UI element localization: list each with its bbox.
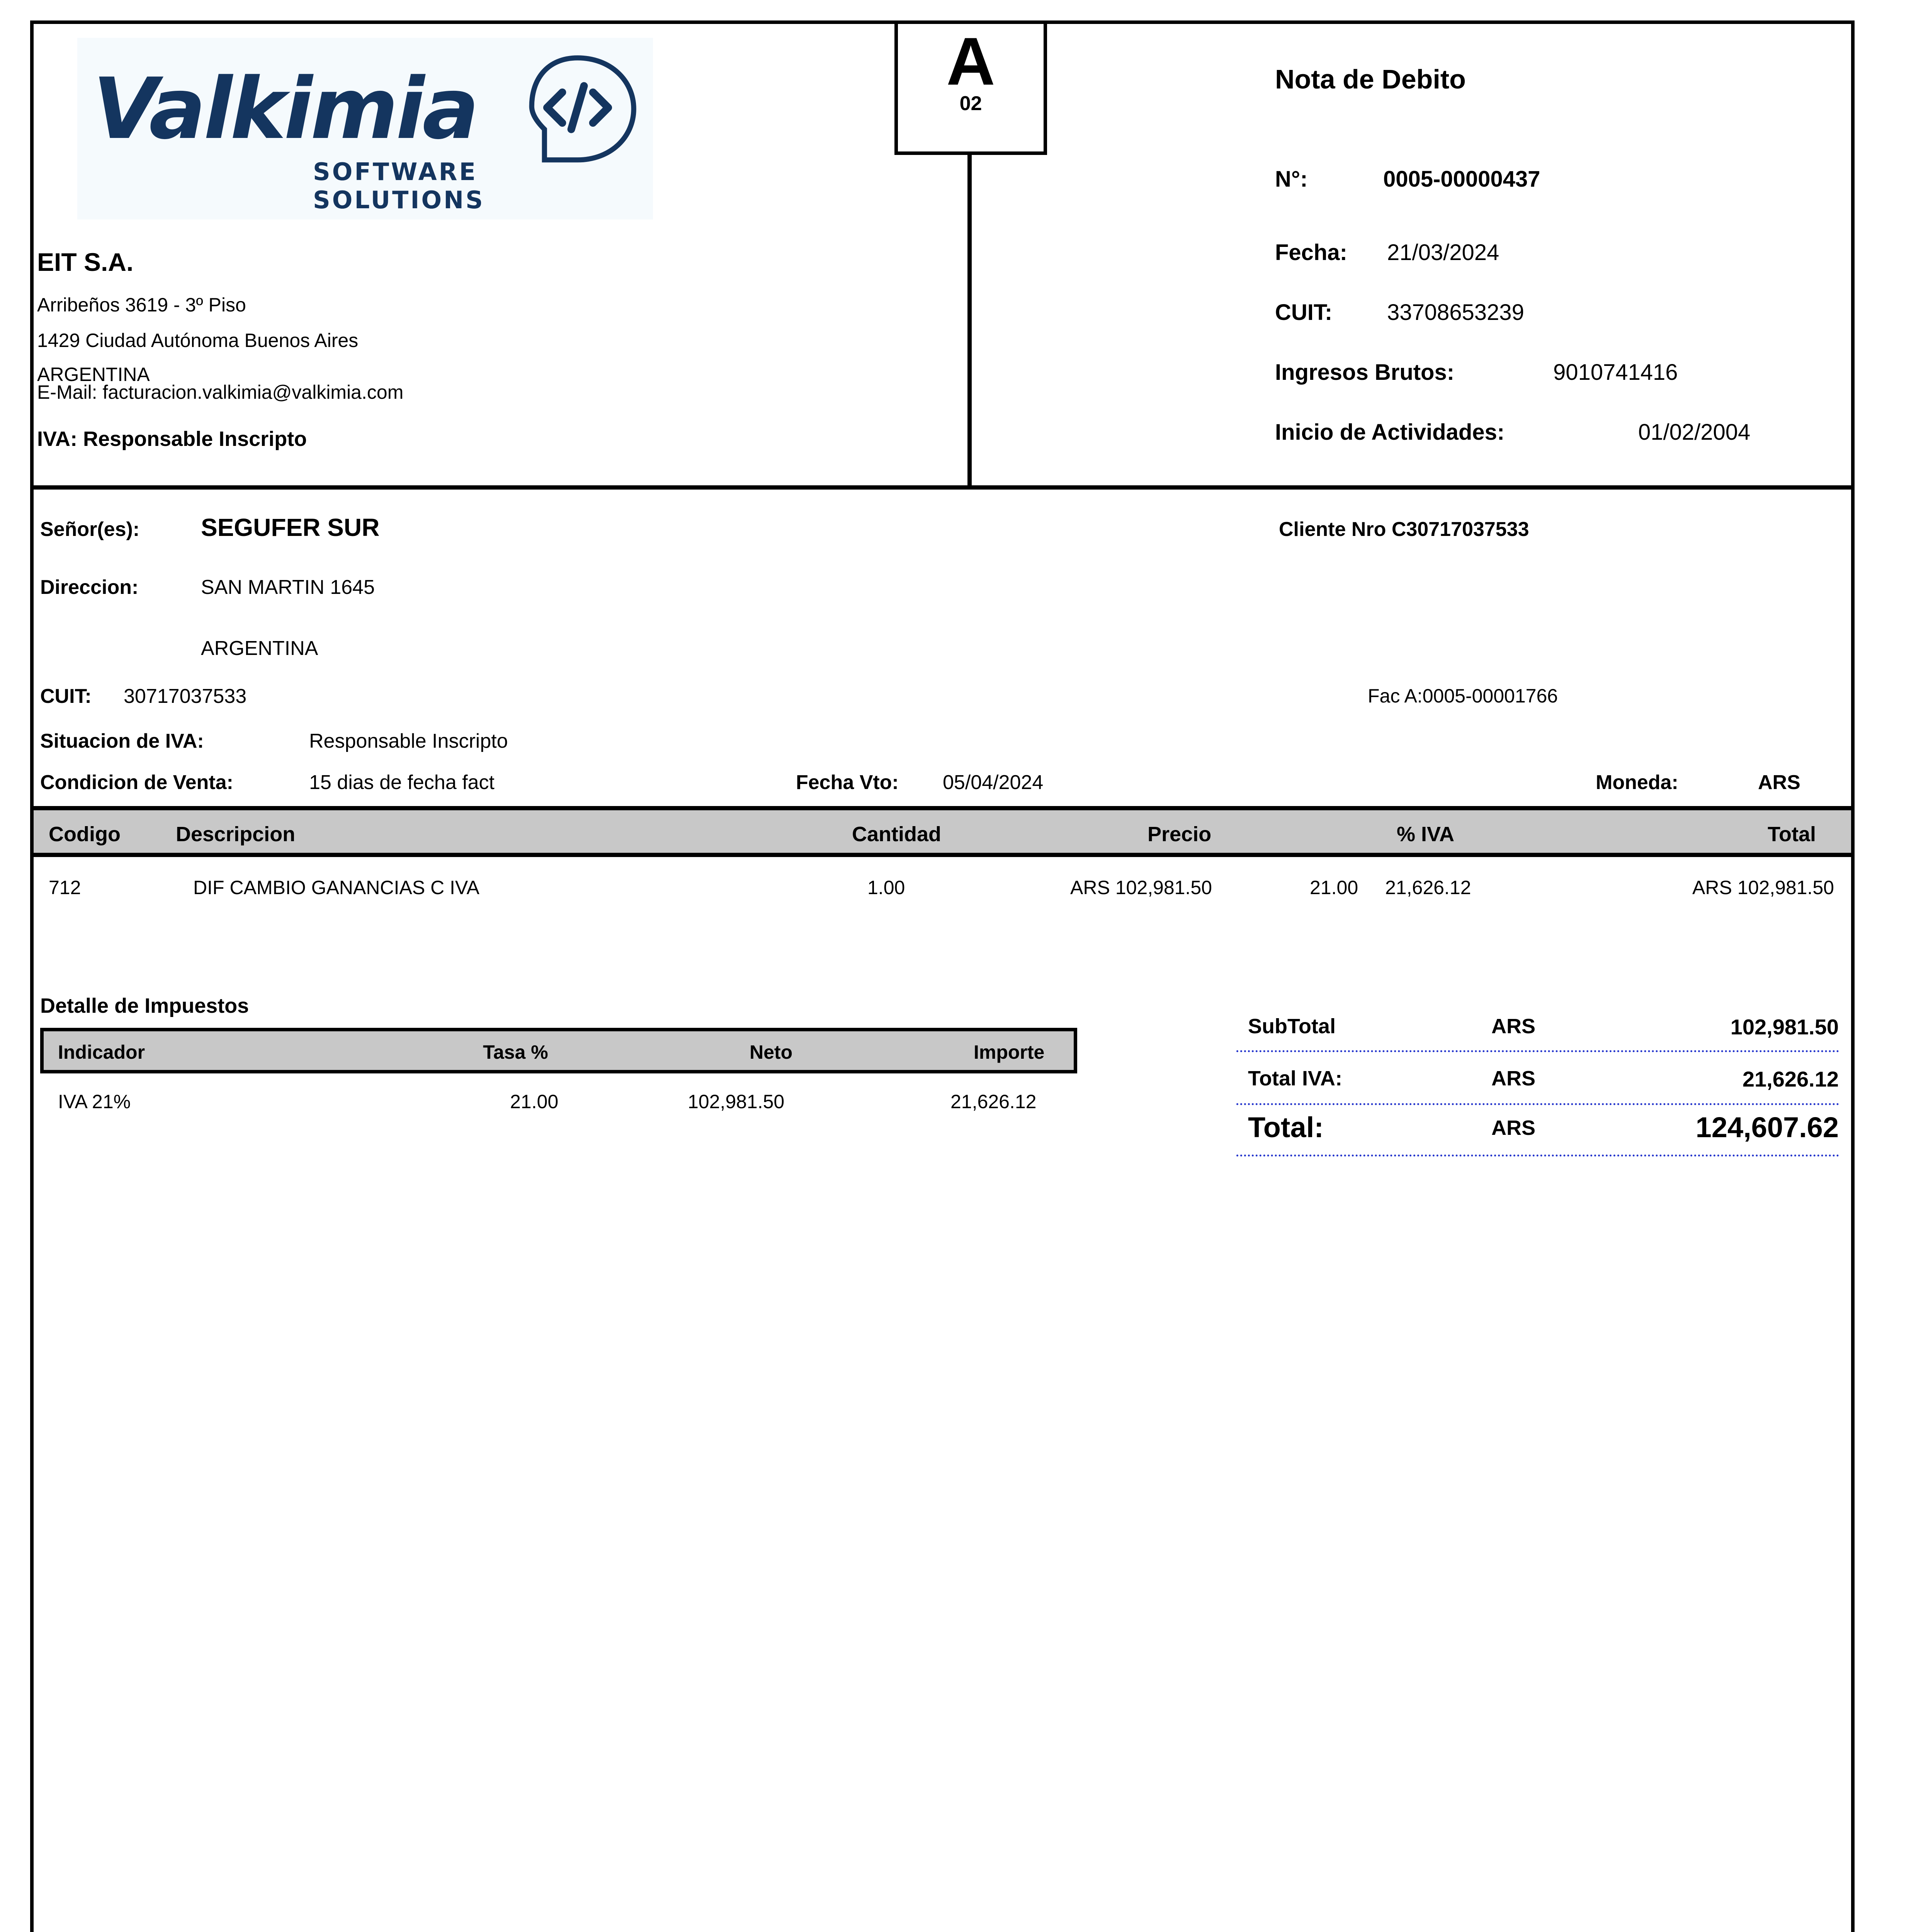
numero-value: 0005-00000437 [1383, 167, 1540, 192]
situacion-iva-value: Responsable Inscripto [309, 730, 508, 752]
items-table-header [34, 806, 1851, 857]
cell-iva-amount: 21,626.12 [1385, 877, 1471, 898]
issuer-name: EIT S.A. [37, 248, 134, 276]
document-kind-letter: A [946, 24, 995, 99]
issuer-country: ARGENTINA [37, 364, 150, 385]
cell-indicador: IVA 21% [58, 1091, 131, 1112]
cell-iva-pct: 21.00 [1310, 877, 1358, 898]
fecha-label: Fecha: [1275, 240, 1347, 265]
condicion-venta-label: Condicion de Venta: [40, 771, 233, 794]
cell-tasa: 21.00 [510, 1091, 559, 1112]
totals-divider-2 [1236, 1103, 1839, 1105]
subtotal-label: SubTotal [1248, 1015, 1336, 1038]
cell-precio: ARS 102,981.50 [1070, 877, 1212, 898]
col-descripcion: Descripcion [176, 823, 296, 846]
col-precio: Precio [1148, 823, 1212, 846]
issuer-city: 1429 Ciudad Autónoma Buenos Aires [37, 330, 359, 351]
document-title: Nota de Debito [1275, 64, 1466, 94]
logo-wordmark: Valkimia [93, 60, 479, 158]
tax-detail-title: Detalle de Impuestos [40, 994, 249, 1017]
total-iva-label: Total IVA: [1248, 1067, 1342, 1090]
cell-descripcion: DIF CAMBIO GANANCIAS C IVA [193, 877, 479, 898]
numero-label: N°: [1275, 167, 1308, 192]
customer-cuit-label: CUIT: [40, 685, 92, 707]
total-iva-currency: ARS [1491, 1067, 1536, 1090]
tax-detail-header [40, 1028, 1077, 1073]
customer-country: ARGENTINA [201, 637, 318, 660]
cell-importe: 21,626.12 [950, 1091, 1037, 1112]
fecha-vto-label: Fecha Vto: [796, 771, 899, 794]
col-importe: Importe [974, 1041, 1045, 1063]
cliente-nro: Cliente Nro C30717037533 [1279, 518, 1529, 541]
customer-address: SAN MARTIN 1645 [201, 576, 375, 599]
document-kind-box: A 02 [894, 20, 1047, 155]
fecha-vto-value: 05/04/2024 [943, 771, 1044, 794]
totals-divider-3 [1236, 1155, 1839, 1156]
header-section-divider [34, 485, 1851, 490]
cuit-value: 33708653239 [1387, 300, 1524, 325]
col-neto: Neto [750, 1041, 793, 1063]
company-logo: Valkimia SOFTWARE SOLUTIONS [77, 38, 653, 219]
total-currency: ARS [1491, 1116, 1536, 1139]
total-amount: 124,607.62 [1695, 1111, 1839, 1143]
cuit-label: CUIT: [1275, 300, 1333, 325]
condicion-venta-value: 15 dias de fecha fact [309, 771, 495, 794]
issuer-email: E-Mail: facturacion.valkimia@valkimia.co… [37, 381, 404, 403]
col-tasa: Tasa % [483, 1041, 548, 1063]
situacion-iva-label: Situacion de IVA: [40, 730, 204, 752]
factura-reference: Fac A:0005-00001766 [1368, 685, 1558, 707]
cell-codigo: 712 [49, 877, 81, 898]
header-vertical-divider [967, 155, 972, 485]
cell-total: ARS 102,981.50 [1692, 877, 1834, 898]
subtotal-currency: ARS [1491, 1015, 1536, 1038]
direccion-label: Direccion: [40, 576, 139, 599]
moneda-label: Moneda: [1596, 771, 1678, 794]
logo-tagline: SOFTWARE SOLUTIONS [313, 158, 485, 214]
ingresos-brutos-value: 9010741416 [1553, 360, 1678, 385]
moneda-value: ARS [1758, 771, 1800, 794]
fecha-value: 21/03/2024 [1387, 240, 1499, 265]
total-label: Total: [1248, 1111, 1324, 1143]
col-indicador: Indicador [58, 1041, 145, 1063]
col-cantidad: Cantidad [852, 823, 942, 846]
col-total: Total [1768, 823, 1816, 846]
inicio-actividades-value: 01/02/2004 [1638, 420, 1751, 445]
code-speech-bubble-icon [514, 50, 641, 178]
issuer-iva-status: IVA: Responsable Inscripto [37, 427, 307, 451]
col-iva-pct: % IVA [1397, 823, 1455, 846]
total-iva-amount: 21,626.12 [1742, 1067, 1839, 1091]
ingresos-brutos-label: Ingresos Brutos: [1275, 360, 1455, 385]
subtotal-amount: 102,981.50 [1730, 1015, 1839, 1039]
document-frame [30, 20, 1855, 1932]
document-kind-code: 02 [959, 92, 982, 115]
inicio-actividades-label: Inicio de Actividades: [1275, 420, 1505, 445]
senores-label: Señor(es): [40, 518, 140, 541]
col-codigo: Codigo [49, 823, 121, 846]
customer-name: SEGUFER SUR [201, 514, 380, 541]
cell-neto: 102,981.50 [688, 1091, 785, 1112]
cell-cantidad: 1.00 [867, 877, 905, 898]
customer-cuit: 30717037533 [124, 685, 247, 707]
issuer-address: Arribeños 3619 - 3º Piso [37, 294, 246, 316]
totals-divider-1 [1236, 1050, 1839, 1052]
